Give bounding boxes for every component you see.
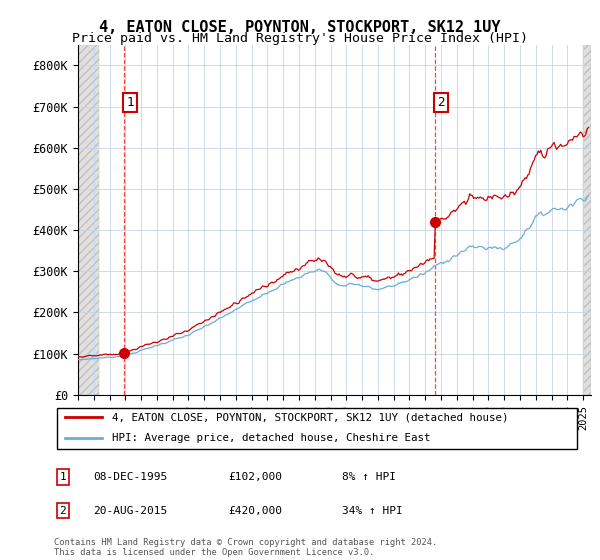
Text: 8% ↑ HPI: 8% ↑ HPI <box>342 472 396 482</box>
Text: 34% ↑ HPI: 34% ↑ HPI <box>342 506 403 516</box>
Text: 2: 2 <box>59 506 67 516</box>
Text: 2: 2 <box>437 96 445 109</box>
Text: 08-DEC-1995: 08-DEC-1995 <box>93 472 167 482</box>
Text: £420,000: £420,000 <box>228 506 282 516</box>
Text: Price paid vs. HM Land Registry's House Price Index (HPI): Price paid vs. HM Land Registry's House … <box>72 32 528 45</box>
FancyBboxPatch shape <box>56 408 577 449</box>
Text: Contains HM Land Registry data © Crown copyright and database right 2024.
This d: Contains HM Land Registry data © Crown c… <box>54 538 437 557</box>
Text: 20-AUG-2015: 20-AUG-2015 <box>93 506 167 516</box>
Text: 4, EATON CLOSE, POYNTON, STOCKPORT, SK12 1UY (detached house): 4, EATON CLOSE, POYNTON, STOCKPORT, SK12… <box>112 412 509 422</box>
Text: 1: 1 <box>127 96 134 109</box>
Text: £102,000: £102,000 <box>228 472 282 482</box>
Text: 4, EATON CLOSE, POYNTON, STOCKPORT, SK12 1UY: 4, EATON CLOSE, POYNTON, STOCKPORT, SK12… <box>99 20 501 35</box>
Text: 1: 1 <box>59 472 67 482</box>
Text: HPI: Average price, detached house, Cheshire East: HPI: Average price, detached house, Ches… <box>112 433 431 444</box>
